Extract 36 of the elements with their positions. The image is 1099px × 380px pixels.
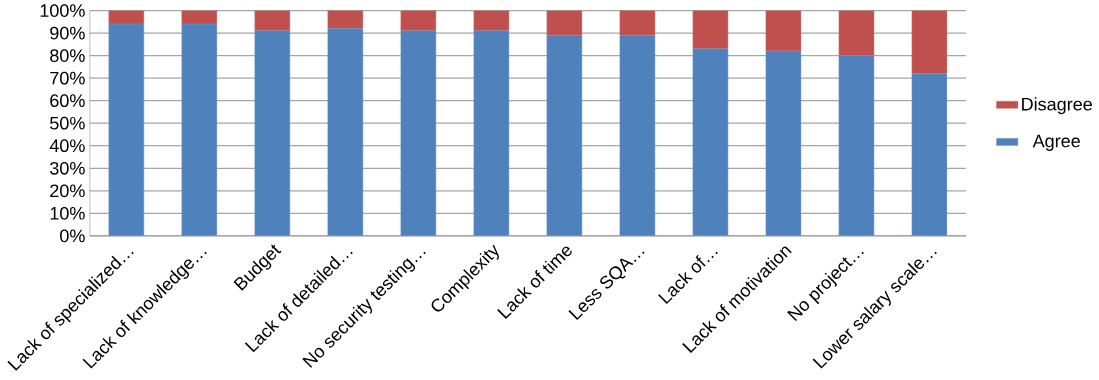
legend-label: Disagree — [1022, 97, 1092, 114]
bar — [838, 55, 875, 236]
bar — [911, 73, 948, 236]
bar — [546, 10, 583, 36]
bar — [692, 48, 729, 236]
bar — [473, 30, 510, 236]
bar — [838, 10, 875, 56]
y-tick-label: 70% — [50, 71, 85, 85]
bar — [181, 10, 218, 25]
bar — [181, 23, 218, 236]
bar — [254, 30, 291, 236]
y-tick-label: 100% — [40, 4, 85, 17]
y-tick-label: 20% — [50, 184, 85, 198]
y-tick-label: 80% — [50, 49, 85, 62]
legend-label: Agree — [1032, 134, 1080, 151]
bar — [619, 34, 656, 236]
y-tick-label: 50% — [50, 116, 85, 130]
bar — [765, 50, 802, 236]
bar — [473, 10, 510, 31]
bar — [619, 10, 656, 36]
bar — [692, 10, 729, 49]
y-tick-label: 60% — [50, 94, 85, 107]
y-tick-label: 10% — [50, 206, 85, 220]
y-tick-label: 30% — [50, 161, 85, 175]
y-tick-label: 90% — [50, 26, 85, 40]
bar — [254, 10, 291, 31]
bar — [546, 34, 583, 236]
y-tick-label: 0% — [60, 229, 85, 243]
bar — [765, 10, 802, 52]
bar — [327, 10, 364, 29]
bar — [400, 30, 437, 236]
bar — [108, 23, 145, 236]
bar — [400, 10, 437, 31]
bar — [327, 28, 364, 236]
bar — [911, 10, 948, 74]
y-tick-label: 40% — [49, 139, 85, 152]
